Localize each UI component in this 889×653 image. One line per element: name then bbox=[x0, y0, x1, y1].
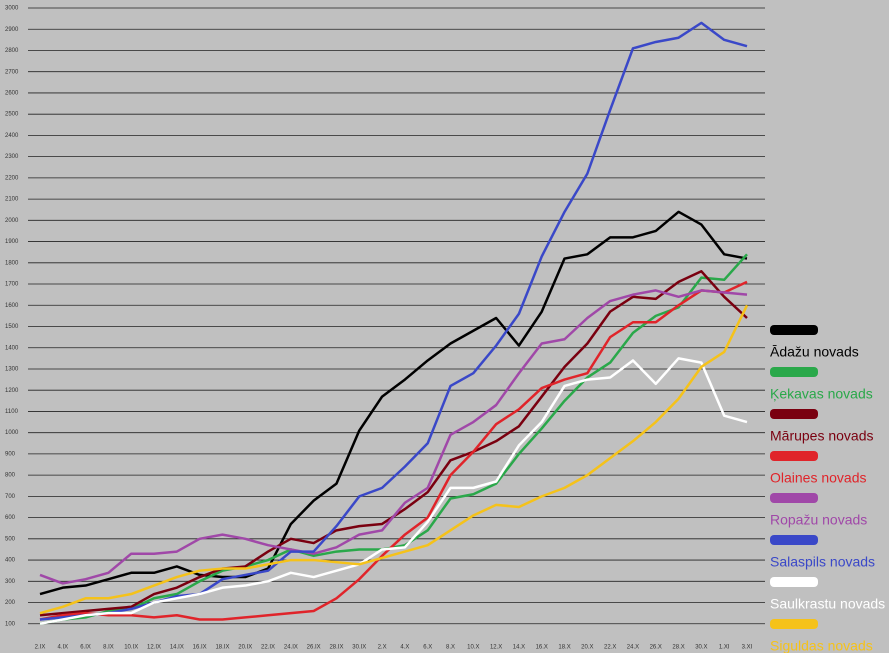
y-tick-label: 1100 bbox=[5, 409, 19, 415]
legend-swatch bbox=[770, 451, 818, 461]
x-tick-label: 10.IX bbox=[124, 645, 138, 651]
y-tick-label: 100 bbox=[5, 621, 16, 627]
y-tick-label: 500 bbox=[5, 536, 16, 542]
x-tick-label: 16.IX bbox=[193, 645, 207, 651]
y-tick-label: 2300 bbox=[5, 154, 19, 160]
x-tick-label: 22.X bbox=[604, 645, 616, 651]
x-tick-label: 1.XI bbox=[719, 645, 730, 651]
x-tick-label: 6.IX bbox=[80, 645, 91, 651]
legend-label: Mārupes novads bbox=[770, 428, 874, 444]
legend-label: Ķekavas novads bbox=[770, 386, 873, 402]
series-line bbox=[39, 280, 748, 621]
x-tick-label: 14.IX bbox=[170, 645, 184, 651]
y-tick-label: 2800 bbox=[5, 48, 19, 54]
y-tick-label: 2500 bbox=[5, 112, 19, 118]
y-tick-label: 1700 bbox=[5, 282, 19, 288]
y-tick-label: 400 bbox=[5, 558, 16, 564]
y-tick-label: 2200 bbox=[5, 175, 19, 181]
x-tick-label: 20.IX bbox=[238, 645, 252, 651]
x-tick-label: 22.IX bbox=[261, 645, 275, 651]
x-tick-label: 12.X bbox=[490, 645, 502, 651]
y-tick-label: 600 bbox=[5, 515, 16, 521]
series-line bbox=[39, 210, 748, 596]
x-tick-label: 2.IX bbox=[35, 645, 46, 651]
y-tick-label: 1800 bbox=[5, 260, 19, 266]
x-tick-label: 14.X bbox=[513, 645, 525, 651]
x-tick-label: 8.IX bbox=[103, 645, 114, 651]
y-tick-label: 1000 bbox=[5, 430, 19, 436]
y-tick-label: 2700 bbox=[5, 69, 19, 75]
y-tick-label: 300 bbox=[5, 579, 16, 585]
series-line bbox=[39, 289, 748, 585]
legend-label: Ropažu novads bbox=[770, 512, 867, 528]
series-line bbox=[39, 357, 748, 625]
y-tick-label: 1600 bbox=[5, 303, 19, 309]
legend-swatch bbox=[770, 619, 818, 629]
legend-swatch bbox=[770, 493, 818, 503]
x-tick-label: 8.X bbox=[446, 645, 455, 651]
legend-label: Saulkrastu novads bbox=[770, 596, 885, 612]
y-tick-label: 1200 bbox=[5, 388, 19, 394]
y-tick-label: 200 bbox=[5, 600, 16, 606]
y-tick-label: 1300 bbox=[5, 367, 19, 373]
x-tick-label: 4.X bbox=[400, 645, 409, 651]
y-tick-label: 2900 bbox=[5, 27, 19, 33]
legend-swatch bbox=[770, 325, 818, 335]
x-tick-label: 2.X bbox=[378, 645, 387, 651]
x-tick-label: 16.X bbox=[536, 645, 548, 651]
x-tick-label: 28.IX bbox=[329, 645, 343, 651]
y-tick-label: 3000 bbox=[5, 6, 19, 12]
y-tick-label: 800 bbox=[5, 473, 16, 479]
x-tick-label: 3.XI bbox=[742, 645, 753, 651]
x-tick-label: 18.IX bbox=[215, 645, 229, 651]
x-tick-label: 28.X bbox=[672, 645, 684, 651]
legend-label: Salaspils novads bbox=[770, 554, 875, 570]
x-tick-label: 20.X bbox=[581, 645, 593, 651]
y-tick-label: 1900 bbox=[5, 239, 19, 245]
x-tick-label: 26.X bbox=[650, 645, 662, 651]
series-line bbox=[39, 253, 748, 625]
y-tick-label: 700 bbox=[5, 494, 16, 500]
legend-swatch bbox=[770, 577, 818, 587]
legend-label: Olaines novads bbox=[770, 470, 867, 486]
x-tick-label: 18.X bbox=[558, 645, 570, 651]
legend-label: Ādažu novads bbox=[770, 344, 859, 360]
x-tick-label: 10.X bbox=[467, 645, 479, 651]
x-tick-label: 26.IX bbox=[307, 645, 321, 651]
x-tick-label: 12.IX bbox=[147, 645, 161, 651]
y-tick-label: 2000 bbox=[5, 218, 19, 224]
legend-label: Siguldas novads bbox=[770, 638, 873, 653]
x-tick-label: 24.IX bbox=[284, 645, 298, 651]
x-tick-label: 6.X bbox=[423, 645, 432, 651]
y-tick-label: 2400 bbox=[5, 133, 19, 139]
legend-swatch bbox=[770, 535, 818, 545]
y-tick-label: 2600 bbox=[5, 91, 19, 97]
x-tick-label: 4.IX bbox=[57, 645, 68, 651]
y-tick-label: 1500 bbox=[5, 324, 19, 330]
x-tick-label: 24.X bbox=[627, 645, 639, 651]
y-tick-label: 2100 bbox=[5, 197, 19, 203]
series-line bbox=[39, 304, 749, 615]
legend-swatch bbox=[770, 367, 818, 377]
y-tick-label: 900 bbox=[5, 451, 16, 457]
x-tick-label: 30.IX bbox=[352, 645, 366, 651]
x-tick-label: 30.X bbox=[695, 645, 707, 651]
y-tick-label: 1400 bbox=[5, 345, 19, 351]
legend-swatch bbox=[770, 409, 818, 419]
